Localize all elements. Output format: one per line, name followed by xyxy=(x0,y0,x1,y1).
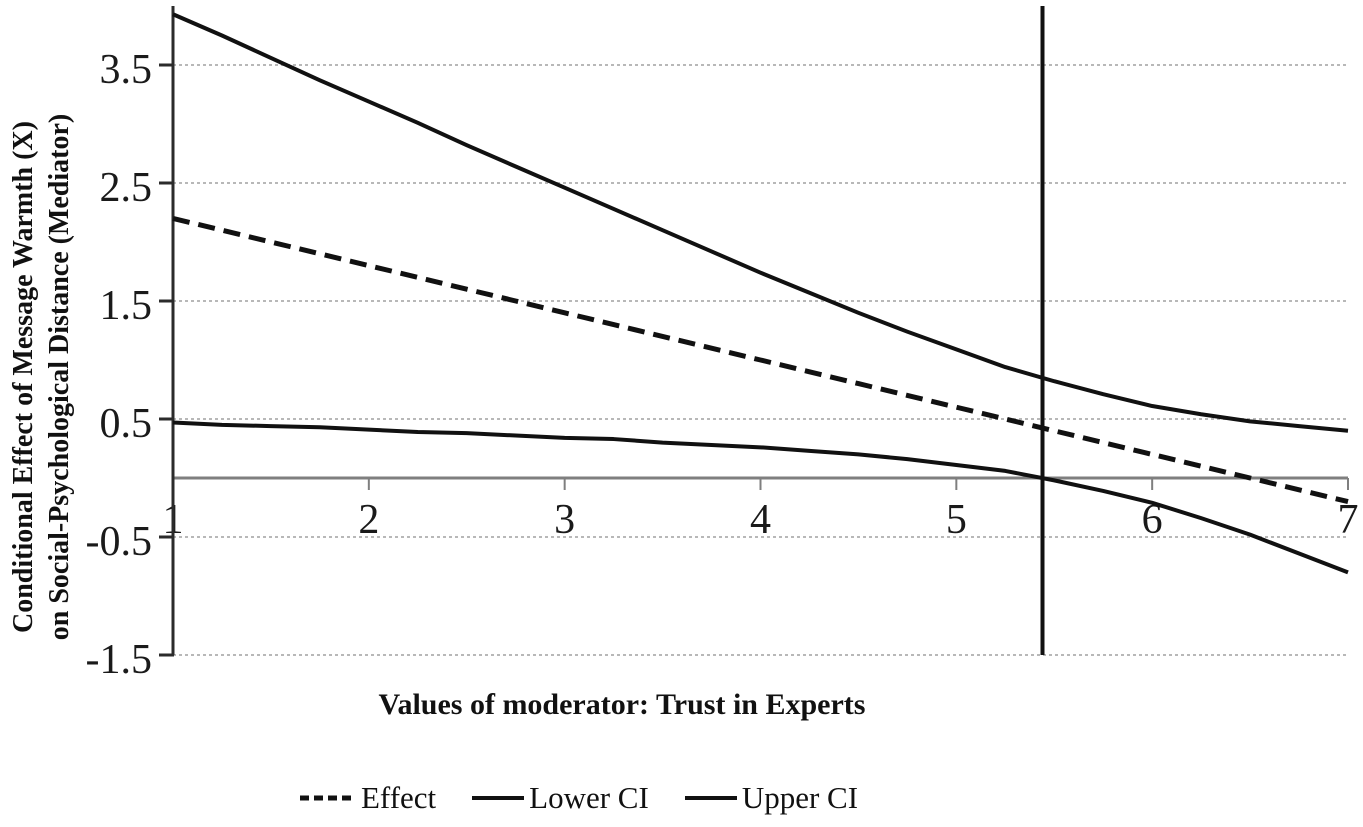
dashed-line-swatch-icon xyxy=(300,795,356,801)
series-line-lower-ci xyxy=(172,420,1349,575)
x-tick-label-5: 5 xyxy=(946,497,967,543)
y-tick-label--1.5: -1.5 xyxy=(86,637,153,683)
solid-line-swatch-icon xyxy=(684,796,737,800)
x-tick-label-4: 4 xyxy=(750,497,771,543)
x-tick-label-6: 6 xyxy=(1142,497,1163,543)
legend-item-upper-ci: Upper CI xyxy=(684,780,859,816)
y-tick-label-1.5: 1.5 xyxy=(100,283,153,329)
x-tick-label-3: 3 xyxy=(554,497,575,543)
legend: Effect Lower CI Upper CI xyxy=(300,780,858,816)
legend-item-lower-ci: Lower CI xyxy=(472,780,649,816)
legend-item-effect: Effect xyxy=(300,780,436,816)
x-axis-title: Values of moderator: Trust in Experts xyxy=(378,688,866,721)
legend-label-lower-ci: Lower CI xyxy=(529,780,649,815)
legend-label-upper-ci: Upper CI xyxy=(741,780,859,815)
x-tick-label-7: 7 xyxy=(1338,497,1359,543)
y-tick-label-3.5: 3.5 xyxy=(100,47,153,93)
series-line-effect xyxy=(172,215,1349,505)
x-tick-label-2: 2 xyxy=(358,497,379,543)
y-tick-label-0.5: 0.5 xyxy=(100,401,153,447)
solid-line-swatch-icon xyxy=(472,796,525,800)
legend-label-effect: Effect xyxy=(361,780,437,815)
y-tick-label--0.5: -0.5 xyxy=(86,519,153,565)
series-line-upper-ci xyxy=(172,12,1349,433)
y-tick-label-2.5: 2.5 xyxy=(100,165,153,211)
